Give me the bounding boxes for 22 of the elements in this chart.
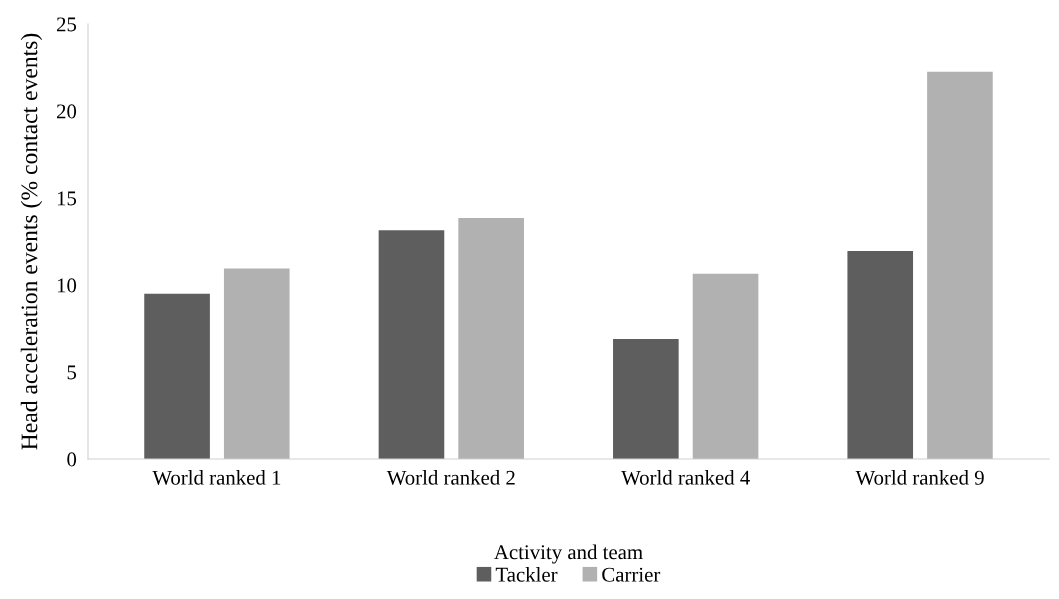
bar: [613, 338, 679, 459]
x-axis-title: Activity and team: [494, 544, 643, 564]
bar: [223, 268, 290, 459]
bar: [144, 293, 210, 459]
x-tick-label: World ranked 4: [621, 470, 750, 485]
x-tick-label: World ranked 2: [386, 470, 515, 485]
y-tick-label: 25: [56, 17, 77, 32]
x-tick-label: World ranked 9: [855, 470, 984, 485]
y-axis-title: Head acceleration events (% contact events): [20, 33, 43, 450]
y-tick-label: 5: [67, 365, 77, 380]
y-tick-label: 10: [57, 278, 77, 293]
bar: [692, 273, 759, 459]
bar: [927, 71, 993, 459]
bar: [847, 251, 914, 459]
bar: [458, 218, 524, 459]
y-tick-label: 20: [56, 104, 77, 119]
legend-label: Carrier: [602, 567, 661, 582]
y-tick-label: 0: [67, 452, 77, 467]
x-tick-label: World ranked 1: [152, 470, 281, 485]
y-tick-label: 15: [57, 191, 77, 206]
bar: [378, 230, 445, 459]
legend-label: Tackler: [495, 567, 558, 582]
